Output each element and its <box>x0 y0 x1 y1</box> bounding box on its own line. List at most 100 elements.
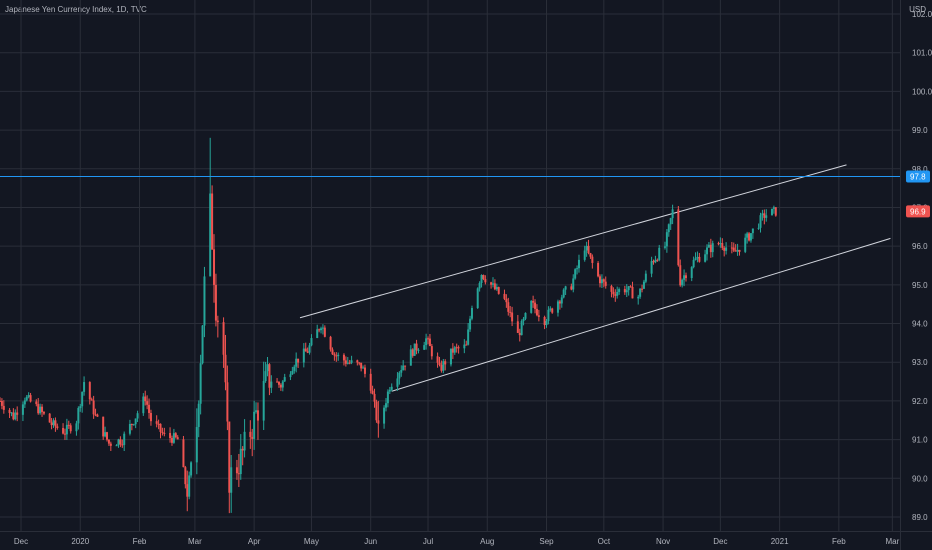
candle-body <box>774 207 777 216</box>
candle-body <box>277 381 280 385</box>
candle-body <box>637 296 640 299</box>
candle-body <box>94 414 97 416</box>
candle-body <box>384 403 387 408</box>
candle-body <box>346 362 349 364</box>
candle-body <box>281 381 284 388</box>
candle-body <box>549 308 552 310</box>
candle-body <box>27 395 30 397</box>
grid-lines <box>0 0 900 531</box>
y-tick-label: 102.0 <box>912 10 932 19</box>
candle-body <box>333 354 336 356</box>
candle-body <box>711 243 714 253</box>
y-tick-label: 92.0 <box>912 397 928 406</box>
candle-body <box>255 410 258 412</box>
x-tick-label: Jun <box>364 537 377 546</box>
candle-body <box>304 348 307 352</box>
candle-body <box>316 329 319 339</box>
y-tick-label: 95.0 <box>912 281 928 290</box>
candle-body <box>83 382 86 392</box>
candle-body <box>323 327 326 337</box>
candle-body <box>744 237 747 252</box>
candle-body <box>224 354 227 383</box>
candle-body <box>90 399 93 401</box>
candle-body <box>291 370 294 375</box>
candle-body <box>197 403 200 428</box>
candle-body <box>398 372 401 379</box>
candle-body <box>190 462 193 476</box>
candle-body <box>117 439 120 446</box>
candle-body <box>696 256 699 259</box>
y-tick-label: 98.0 <box>912 165 928 174</box>
candle-body <box>10 412 13 414</box>
candle-body <box>587 245 590 254</box>
candle-body <box>625 290 628 293</box>
candle-body <box>306 351 309 353</box>
candle-body <box>455 347 458 349</box>
candle-body <box>130 423 133 425</box>
candle-body <box>654 259 657 263</box>
candle-body <box>222 322 225 355</box>
candle-body <box>644 273 647 282</box>
candle-body <box>652 261 655 263</box>
candle-body <box>109 443 112 446</box>
candle-body <box>369 373 372 391</box>
x-tick-label: May <box>304 537 319 546</box>
candle-body <box>736 249 739 252</box>
candle-body <box>56 426 59 428</box>
candle-body <box>404 365 407 367</box>
candle-body <box>535 308 538 316</box>
y-tick-label: 99.0 <box>912 126 928 135</box>
candle-body <box>440 364 443 371</box>
candle-body <box>589 253 592 257</box>
candle-body <box>161 431 164 433</box>
candle-body <box>493 283 496 290</box>
candle-body <box>530 300 533 313</box>
time-axis[interactable]: Dec 2020 Feb Mar Apr May Jun Jul Aug Sep Oct Nov Dec… <box>0 531 932 547</box>
candle-body <box>331 349 334 355</box>
candle-body <box>50 422 53 426</box>
candle-body <box>770 208 773 216</box>
candle-body <box>497 287 500 294</box>
candle-body <box>721 243 724 248</box>
candle-body <box>400 370 403 373</box>
candle-body <box>106 432 109 440</box>
candle-body <box>413 343 416 356</box>
candle-body <box>216 320 219 323</box>
price-axis[interactable]: 89.090.091.092.093.094.095.096.097.098.0… <box>900 0 932 550</box>
candle-body <box>453 347 456 353</box>
y-tick-label: 101.0 <box>912 49 932 58</box>
candle-body <box>75 423 78 432</box>
candle-body <box>321 327 324 329</box>
candle-body <box>63 433 66 435</box>
candle-body <box>226 382 229 422</box>
candle-body <box>425 338 428 346</box>
candle-body <box>239 448 242 475</box>
candle-body <box>107 439 110 444</box>
candle-body <box>203 276 206 326</box>
candle-body <box>157 423 160 425</box>
candle-body <box>612 291 615 295</box>
x-tick-label: Oct <box>598 537 611 546</box>
candle-body <box>81 391 84 407</box>
candle-body <box>602 279 605 282</box>
trend-channel[interactable] <box>299 164 891 392</box>
candle-body <box>610 285 613 292</box>
candle-body <box>417 349 420 351</box>
candle-body <box>188 475 191 497</box>
candle-body <box>54 420 57 427</box>
candle-body <box>360 362 363 369</box>
candle-body <box>251 437 254 439</box>
candle-body <box>201 325 204 364</box>
candle-body <box>516 321 519 333</box>
candle-body <box>451 348 454 353</box>
candle-body <box>738 249 741 252</box>
candle-body <box>428 338 431 347</box>
candle-body <box>52 420 55 426</box>
candle-body <box>545 321 548 326</box>
candle-body <box>174 433 177 438</box>
candle-body <box>358 362 361 364</box>
chart-title: Japanese Yen Currency Index, 1D, TVC <box>5 5 147 14</box>
candle-body <box>411 349 414 356</box>
candle-body <box>289 374 292 378</box>
